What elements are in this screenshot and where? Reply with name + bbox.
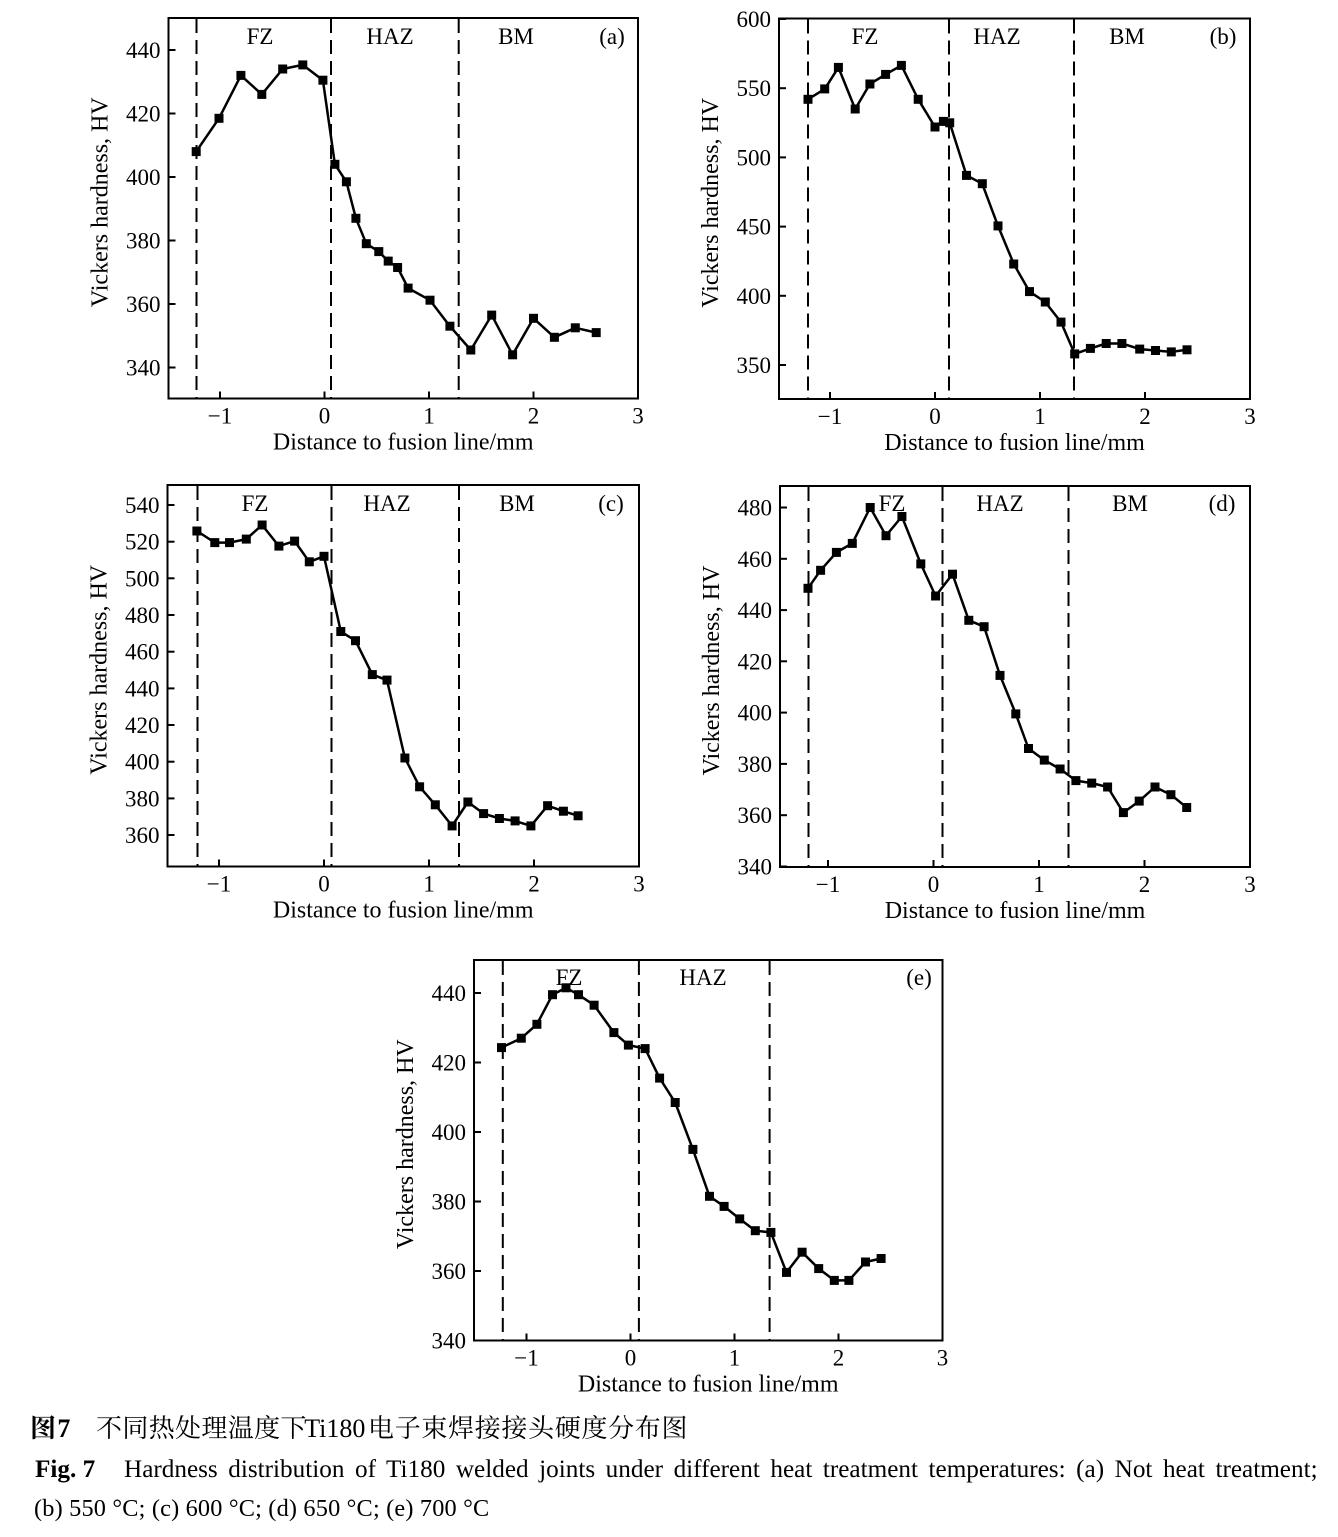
svg-text:Distance to fusion line/mm: Distance to fusion line/mm <box>885 898 1146 924</box>
svg-text:480: 480 <box>738 496 773 521</box>
svg-text:3: 3 <box>1244 404 1256 429</box>
svg-text:380: 380 <box>125 786 160 811</box>
svg-text:−1: −1 <box>816 872 840 897</box>
svg-text:Vickers hardness, HV: Vickers hardness, HV <box>88 97 114 308</box>
svg-text:FZ: FZ <box>879 491 906 516</box>
svg-text:420: 420 <box>738 649 773 674</box>
svg-text:FZ: FZ <box>852 24 879 49</box>
svg-text:600: 600 <box>737 7 772 32</box>
svg-text:3: 3 <box>632 404 644 429</box>
svg-text:360: 360 <box>738 803 773 828</box>
svg-text:Vickers hardness, HV: Vickers hardness, HV <box>698 97 724 308</box>
svg-text:BM: BM <box>1112 491 1148 516</box>
svg-text:500: 500 <box>125 566 160 591</box>
svg-text:0: 0 <box>625 1346 637 1371</box>
svg-text:400: 400 <box>125 750 160 775</box>
svg-text:(d): (d) <box>1209 491 1236 516</box>
svg-text:440: 440 <box>738 598 773 623</box>
svg-text:3: 3 <box>937 1346 949 1371</box>
svg-text:440: 440 <box>126 38 161 63</box>
svg-text:Distance to fusion line/mm: Distance to fusion line/mm <box>273 430 534 456</box>
svg-text:FZ: FZ <box>247 24 274 49</box>
svg-text:−1: −1 <box>514 1346 538 1371</box>
svg-text:440: 440 <box>125 676 160 701</box>
svg-text:460: 460 <box>738 547 773 572</box>
svg-text:(c): (c) <box>598 491 624 516</box>
svg-text:BM: BM <box>1109 24 1145 49</box>
svg-text:(e): (e) <box>906 965 932 990</box>
svg-text:450: 450 <box>737 215 772 240</box>
svg-text:Vickers hardness, HV: Vickers hardness, HV <box>87 564 113 775</box>
svg-text:1: 1 <box>1034 404 1046 429</box>
svg-text:3: 3 <box>633 872 645 897</box>
svg-text:420: 420 <box>126 102 161 127</box>
svg-text:FZ: FZ <box>242 491 269 516</box>
svg-text:HAZ: HAZ <box>976 491 1023 516</box>
svg-text:(b) 550 °C; (c) 600 °C; (d) 65: (b) 550 °C; (c) 600 °C; (d) 650 °C; (e) … <box>34 1495 489 1522</box>
svg-text:Ti180: Ti180 <box>304 1414 365 1443</box>
svg-text:340: 340 <box>738 855 773 880</box>
svg-text:360: 360 <box>126 292 161 317</box>
svg-text:400: 400 <box>737 284 772 309</box>
svg-text:2: 2 <box>1139 872 1151 897</box>
svg-text:2: 2 <box>1139 404 1151 429</box>
svg-text:−1: −1 <box>208 404 232 429</box>
svg-text:480: 480 <box>125 603 160 628</box>
svg-text:Vickers hardness, HV: Vickers hardness, HV <box>699 565 725 776</box>
svg-text:Distance to fusion line/mm: Distance to fusion line/mm <box>273 898 534 924</box>
svg-text:2: 2 <box>528 404 540 429</box>
svg-text:400: 400 <box>738 701 773 726</box>
svg-text:2: 2 <box>528 872 540 897</box>
svg-text:BM: BM <box>499 491 535 516</box>
svg-text:1: 1 <box>1033 872 1045 897</box>
svg-text:540: 540 <box>125 493 160 518</box>
svg-text:340: 340 <box>432 1329 467 1354</box>
svg-text:400: 400 <box>126 165 161 190</box>
svg-text:380: 380 <box>126 229 161 254</box>
svg-text:HAZ: HAZ <box>366 24 413 49</box>
svg-text:350: 350 <box>737 353 772 378</box>
svg-text:(a): (a) <box>599 24 625 49</box>
svg-text:500: 500 <box>737 145 772 170</box>
svg-text:340: 340 <box>126 356 161 381</box>
svg-text:0: 0 <box>928 872 940 897</box>
svg-text:1: 1 <box>423 872 435 897</box>
svg-text:420: 420 <box>125 713 160 738</box>
svg-text:BM: BM <box>498 24 534 49</box>
svg-text:−1: −1 <box>207 872 231 897</box>
svg-text:0: 0 <box>929 404 941 429</box>
svg-text:0: 0 <box>318 872 330 897</box>
svg-text:Distance to fusion line/mm: Distance to fusion line/mm <box>884 430 1145 456</box>
svg-text:460: 460 <box>125 640 160 665</box>
svg-text:7: 7 <box>57 1414 70 1443</box>
svg-text:1: 1 <box>729 1346 741 1371</box>
svg-text:380: 380 <box>738 752 773 777</box>
svg-text:550: 550 <box>737 76 772 101</box>
svg-text:360: 360 <box>432 1259 467 1284</box>
svg-text:2: 2 <box>833 1346 845 1371</box>
svg-text:360: 360 <box>125 823 160 848</box>
svg-text:Vickers hardness, HV: Vickers hardness, HV <box>393 1039 419 1250</box>
svg-text:−1: −1 <box>818 404 842 429</box>
svg-text:HAZ: HAZ <box>679 965 726 990</box>
svg-text:400: 400 <box>432 1120 467 1145</box>
svg-text:HAZ: HAZ <box>973 24 1020 49</box>
svg-text:440: 440 <box>432 981 467 1006</box>
svg-text:420: 420 <box>432 1051 467 1076</box>
svg-text:(b): (b) <box>1210 24 1237 49</box>
svg-text:0: 0 <box>319 404 331 429</box>
svg-text:520: 520 <box>125 530 160 555</box>
svg-text:Distance to fusion line/mm: Distance to fusion line/mm <box>578 1372 839 1398</box>
svg-text:3: 3 <box>1244 872 1256 897</box>
svg-text:1: 1 <box>423 404 435 429</box>
svg-text:380: 380 <box>432 1190 467 1215</box>
svg-text:HAZ: HAZ <box>363 491 410 516</box>
